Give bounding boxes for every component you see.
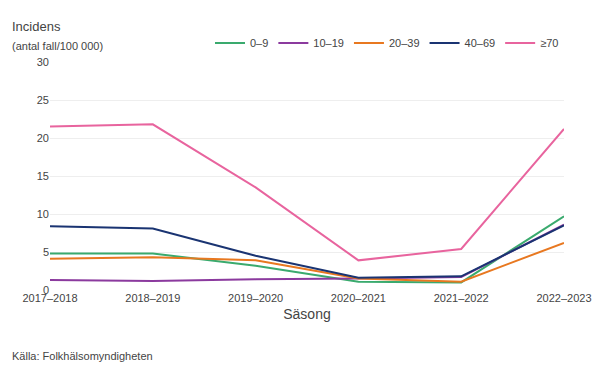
svg-text:25: 25 <box>37 94 49 106</box>
svg-text:0: 0 <box>43 284 49 296</box>
svg-text:(antal fall/100 000): (antal fall/100 000) <box>12 40 103 52</box>
svg-text:Källa: Folkhälsomyndigheten: Källa: Folkhälsomyndigheten <box>12 350 153 362</box>
svg-text:20–39: 20–39 <box>389 37 420 49</box>
svg-text:2020–2021: 2020–2021 <box>331 292 386 304</box>
svg-text:0–9: 0–9 <box>250 37 268 49</box>
svg-text:5: 5 <box>43 246 49 258</box>
svg-text:Säsong: Säsong <box>283 306 330 322</box>
svg-text:≥70: ≥70 <box>540 37 558 49</box>
svg-text:2021–2022: 2021–2022 <box>434 292 489 304</box>
svg-text:2022–2023: 2022–2023 <box>536 292 591 304</box>
svg-text:20: 20 <box>37 132 49 144</box>
svg-text:2017–2018: 2017–2018 <box>22 292 77 304</box>
svg-text:10: 10 <box>37 208 49 220</box>
svg-text:15: 15 <box>37 170 49 182</box>
svg-text:30: 30 <box>37 56 49 68</box>
svg-text:Incidens: Incidens <box>12 19 61 34</box>
svg-text:2018–2019: 2018–2019 <box>125 292 180 304</box>
svg-text:40–69: 40–69 <box>465 37 496 49</box>
svg-text:10–19: 10–19 <box>313 37 344 49</box>
svg-text:2019–2020: 2019–2020 <box>228 292 283 304</box>
